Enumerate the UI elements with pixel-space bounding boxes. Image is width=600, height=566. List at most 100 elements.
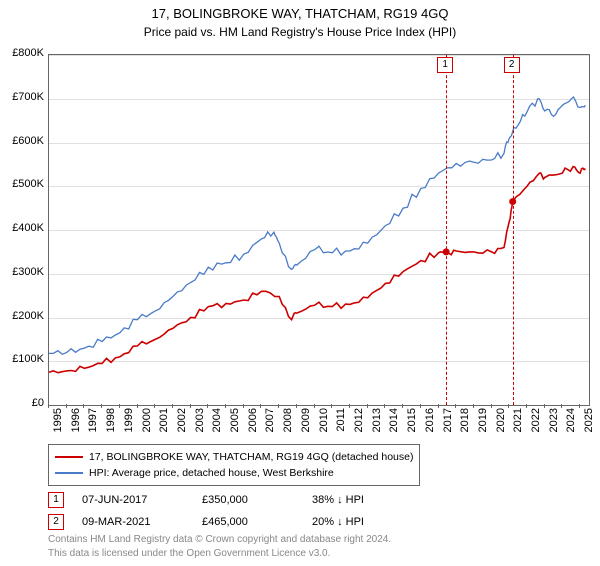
ytick-label: £100K bbox=[2, 353, 44, 365]
ytick-label: £800K bbox=[2, 47, 44, 59]
xtick bbox=[243, 404, 244, 408]
legend-swatch-red bbox=[55, 456, 83, 458]
xtick-label: 2024 bbox=[565, 408, 577, 448]
xtick-label: 2004 bbox=[211, 408, 223, 448]
xtick bbox=[119, 404, 120, 408]
xtick bbox=[101, 404, 102, 408]
xtick bbox=[491, 404, 492, 408]
sale-date-2: 09-MAR-2021 bbox=[82, 516, 202, 528]
footnote-line-2: This data is licensed under the Open Gov… bbox=[48, 547, 391, 561]
xtick-label: 1995 bbox=[52, 408, 64, 448]
sale-marker-box: 2 bbox=[504, 57, 520, 73]
xtick bbox=[260, 404, 261, 408]
xtick-label: 2005 bbox=[229, 408, 241, 448]
xtick-label: 2001 bbox=[158, 408, 170, 448]
xtick-label: 1998 bbox=[105, 408, 117, 448]
xtick-label: 2003 bbox=[194, 408, 206, 448]
xtick-label: 2009 bbox=[300, 408, 312, 448]
xtick bbox=[438, 404, 439, 408]
ytick-label: £0 bbox=[2, 397, 44, 409]
sale-marker-1: 1 bbox=[48, 492, 64, 508]
xtick-label: 2025 bbox=[583, 408, 595, 448]
xtick-label: 1997 bbox=[87, 408, 99, 448]
xtick bbox=[384, 404, 385, 408]
sale-delta-1: 38% ↓ HPI bbox=[312, 494, 364, 506]
legend-swatch-blue bbox=[55, 472, 83, 474]
chart-title: 17, BOLINGBROKE WAY, THATCHAM, RG19 4GQ bbox=[0, 6, 600, 21]
xtick bbox=[314, 404, 315, 408]
xtick bbox=[402, 404, 403, 408]
ytick-label: £400K bbox=[2, 222, 44, 234]
xtick bbox=[66, 404, 67, 408]
xtick-label: 2022 bbox=[530, 408, 542, 448]
legend-label-red: 17, BOLINGBROKE WAY, THATCHAM, RG19 4GQ … bbox=[89, 451, 413, 463]
xtick bbox=[225, 404, 226, 408]
xtick-label: 2019 bbox=[477, 408, 489, 448]
xtick-label: 2011 bbox=[335, 408, 347, 448]
xtick bbox=[367, 404, 368, 408]
xtick-label: 2000 bbox=[141, 408, 153, 448]
sale-price-1: £350,000 bbox=[202, 494, 312, 506]
xtick bbox=[455, 404, 456, 408]
xtick bbox=[544, 404, 545, 408]
chart-subtitle: Price paid vs. HM Land Registry's House … bbox=[0, 25, 600, 39]
xtick-label: 2008 bbox=[282, 408, 294, 448]
sale-date-1: 07-JUN-2017 bbox=[82, 494, 202, 506]
xtick bbox=[526, 404, 527, 408]
xtick bbox=[349, 404, 350, 408]
footnote: Contains HM Land Registry data © Crown c… bbox=[48, 533, 391, 560]
xtick-label: 2020 bbox=[495, 408, 507, 448]
sale-vline bbox=[513, 55, 514, 405]
xtick-label: 2010 bbox=[318, 408, 330, 448]
xtick bbox=[473, 404, 474, 408]
sale-price-2: £465,000 bbox=[202, 516, 312, 528]
xtick-label: 2018 bbox=[459, 408, 471, 448]
sale-vline bbox=[446, 55, 447, 405]
xtick bbox=[331, 404, 332, 408]
sale-row-1: 1 07-JUN-2017 £350,000 38% ↓ HPI bbox=[48, 492, 364, 508]
xtick-label: 1996 bbox=[70, 408, 82, 448]
xtick bbox=[83, 404, 84, 408]
xtick-label: 2002 bbox=[176, 408, 188, 448]
xtick bbox=[278, 404, 279, 408]
xtick-label: 2007 bbox=[264, 408, 276, 448]
xtick bbox=[207, 404, 208, 408]
series-svg bbox=[49, 55, 589, 405]
sale-delta-2: 20% ↓ HPI bbox=[312, 516, 364, 528]
xtick-label: 2023 bbox=[548, 408, 560, 448]
xtick-label: 2006 bbox=[247, 408, 259, 448]
xtick-label: 2021 bbox=[512, 408, 524, 448]
ytick-label: £600K bbox=[2, 135, 44, 147]
xtick-label: 2013 bbox=[371, 408, 383, 448]
footnote-line-1: Contains HM Land Registry data © Crown c… bbox=[48, 533, 391, 547]
series-red-line bbox=[49, 167, 586, 373]
ytick-label: £200K bbox=[2, 310, 44, 322]
chart-container: 17, BOLINGBROKE WAY, THATCHAM, RG19 4GQ … bbox=[0, 6, 600, 566]
sale-row-2: 2 09-MAR-2021 £465,000 20% ↓ HPI bbox=[48, 514, 364, 530]
ytick-label: £300K bbox=[2, 266, 44, 278]
plot-area bbox=[48, 54, 590, 406]
series-blue-line bbox=[49, 97, 586, 354]
xtick bbox=[561, 404, 562, 408]
xtick-label: 1999 bbox=[123, 408, 135, 448]
xtick bbox=[154, 404, 155, 408]
xtick-label: 2012 bbox=[353, 408, 365, 448]
xtick bbox=[172, 404, 173, 408]
xtick bbox=[508, 404, 509, 408]
xtick bbox=[48, 404, 49, 408]
legend-label-blue: HPI: Average price, detached house, West… bbox=[89, 467, 334, 479]
xtick-label: 2014 bbox=[388, 408, 400, 448]
xtick bbox=[137, 404, 138, 408]
ytick-label: £700K bbox=[2, 91, 44, 103]
sale-marker-2: 2 bbox=[48, 514, 64, 530]
sale-marker-box: 1 bbox=[437, 57, 453, 73]
xtick bbox=[420, 404, 421, 408]
xtick-label: 2015 bbox=[406, 408, 418, 448]
xtick bbox=[190, 404, 191, 408]
legend-box: 17, BOLINGBROKE WAY, THATCHAM, RG19 4GQ … bbox=[48, 444, 420, 486]
xtick bbox=[579, 404, 580, 408]
ytick-label: £500K bbox=[2, 178, 44, 190]
xtick bbox=[296, 404, 297, 408]
xtick-label: 2017 bbox=[442, 408, 454, 448]
xtick-label: 2016 bbox=[424, 408, 436, 448]
